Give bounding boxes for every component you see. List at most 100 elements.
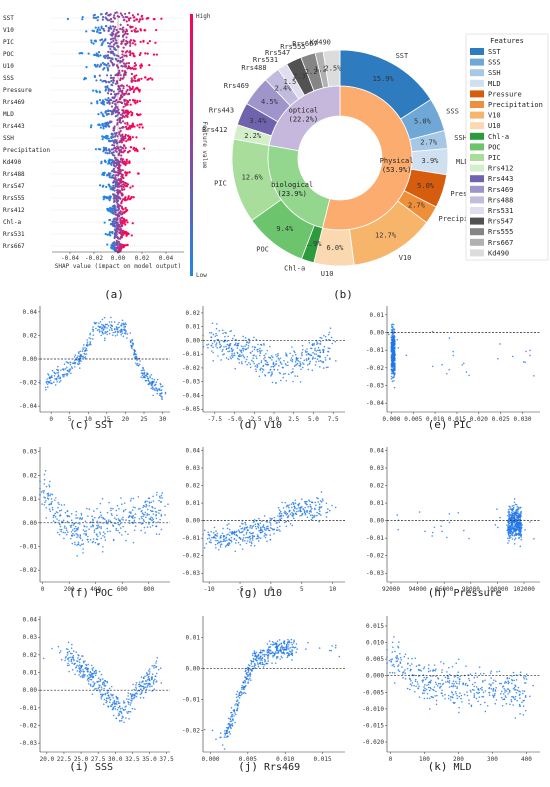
data-point: [274, 662, 277, 664]
data-point: [323, 345, 326, 348]
legend-label: SSS: [488, 59, 501, 67]
data-point: [227, 358, 230, 360]
data-point: [245, 523, 247, 526]
data-point: [161, 392, 163, 394]
data-point: [97, 526, 99, 528]
shap-point: [129, 17, 132, 20]
outer-slice-name: POC: [256, 246, 269, 254]
shap-point: [117, 215, 120, 218]
shap-point: [124, 122, 127, 125]
data-point: [248, 341, 251, 343]
data-point: [153, 688, 156, 691]
data-point: [507, 542, 509, 544]
shap-point: [120, 138, 123, 142]
shap-point: [99, 64, 102, 67]
x-tick-label: 32.5: [125, 756, 140, 763]
data-point: [93, 684, 95, 686]
y-tick-label: -0.02: [19, 723, 37, 730]
data-point: [241, 362, 243, 365]
data-point: [79, 536, 81, 539]
scatter-panel: 0 200 400 600 800-0.02-0.010.000.010.020.03P…: [19, 447, 170, 599]
data-point: [224, 335, 226, 338]
data-point: [215, 530, 217, 532]
data-point: [250, 524, 252, 527]
shap-point: [130, 80, 133, 84]
data-point: [234, 367, 236, 370]
data-point: [71, 662, 73, 665]
data-point: [263, 526, 266, 529]
data-point: [432, 531, 434, 534]
legend-swatch: [470, 185, 484, 193]
data-point: [108, 329, 111, 331]
shap-point: [121, 219, 124, 223]
shap-point: [129, 44, 132, 47]
data-point: [231, 531, 234, 533]
shap-point: [155, 28, 158, 32]
data-point: [390, 323, 393, 326]
shap-point: [140, 14, 144, 17]
data-point: [117, 518, 120, 520]
data-point: [130, 702, 132, 704]
data-point: [99, 511, 102, 514]
data-point: [47, 373, 49, 375]
data-point: [291, 346, 293, 348]
data-point: [155, 387, 158, 390]
shap-point: [140, 77, 143, 80]
data-point: [57, 371, 60, 374]
data-point: [142, 685, 144, 688]
shap-point: [115, 58, 118, 61]
data-point: [110, 693, 112, 696]
data-point: [306, 350, 308, 353]
data-point: [250, 532, 252, 535]
shap-point: [119, 212, 122, 215]
data-point: [236, 357, 239, 360]
data-point: [151, 685, 153, 688]
data-point: [518, 528, 520, 531]
data-point: [209, 541, 211, 543]
y-tick-label: 0.04: [23, 617, 38, 624]
data-point: [134, 525, 137, 528]
data-point: [251, 350, 254, 352]
data-point: [248, 361, 250, 364]
data-point: [58, 510, 61, 512]
data-point: [515, 525, 518, 528]
data-point: [140, 510, 143, 513]
data-point: [80, 667, 82, 669]
data-point: [269, 356, 272, 359]
data-point: [155, 672, 158, 675]
data-point: [294, 375, 296, 377]
shap-point: [119, 77, 122, 80]
shap-point: [118, 161, 121, 164]
data-point: [113, 701, 116, 703]
data-point: [307, 352, 310, 355]
data-point: [94, 322, 97, 325]
shap-point: [90, 102, 93, 105]
data-point: [114, 708, 117, 710]
data-point: [225, 536, 228, 539]
data-point: [49, 494, 51, 497]
data-point: [294, 507, 296, 510]
data-point: [53, 514, 56, 517]
shap-point: [111, 148, 115, 151]
shap-point: [126, 151, 130, 154]
data-point: [210, 541, 212, 544]
data-point: [146, 373, 149, 376]
data-point: [242, 349, 245, 352]
data-point: [211, 536, 213, 539]
shap-point: [101, 138, 104, 141]
shap-point: [113, 242, 116, 245]
y-tick-label: 0.01: [23, 670, 38, 677]
data-point: [90, 525, 92, 528]
shap-point: [121, 90, 124, 93]
data-point: [109, 520, 112, 523]
data-point: [215, 345, 217, 347]
shap-point: [127, 93, 130, 96]
data-point: [432, 365, 434, 368]
data-point: [152, 495, 154, 498]
data-point: [418, 511, 421, 513]
data-point: [61, 520, 63, 523]
data-point: [292, 515, 294, 518]
data-point: [53, 499, 56, 501]
data-point: [77, 351, 80, 353]
data-point: [92, 540, 95, 543]
